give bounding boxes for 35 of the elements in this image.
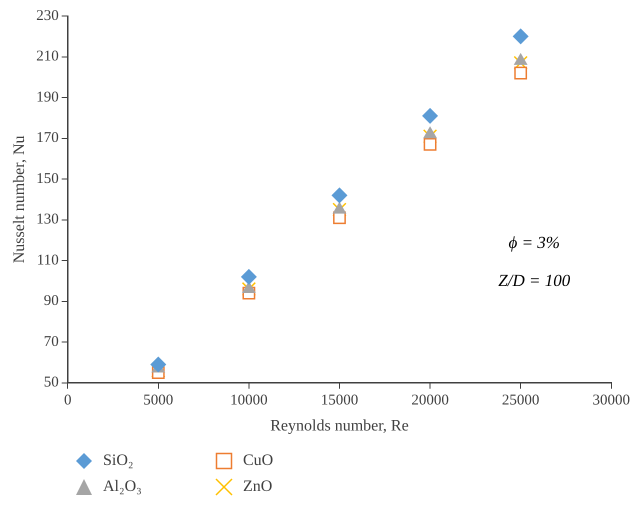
x-tick-label: 20000: [411, 392, 449, 409]
annotation: Z/D = 100: [498, 271, 571, 290]
point: [514, 66, 528, 80]
x-tick-label: 25000: [502, 392, 540, 409]
x-tick-label: 0: [64, 392, 72, 409]
y-tick-label: 70: [44, 334, 59, 350]
point: [422, 129, 438, 144]
point: [512, 28, 529, 44]
point: [422, 108, 438, 124]
point: [514, 56, 528, 70]
y-tick-label: 90: [44, 293, 59, 310]
x-tick-label: 15000: [320, 392, 358, 409]
point: [424, 138, 436, 151]
y-tick-label: 170: [36, 130, 59, 146]
y-axis-title: Nusselt number, Nu: [10, 136, 28, 264]
y-tick-label: 50: [44, 374, 59, 391]
x-tick-label: 5000: [143, 392, 174, 409]
y-tick-label: 230: [36, 8, 59, 24]
point: [242, 282, 256, 296]
legend-label: Al₂O₃: [103, 478, 142, 496]
legend-label: ZnO: [243, 478, 272, 496]
y-tick-label: 190: [36, 89, 59, 106]
point: [240, 268, 257, 285]
y-tick-label: 130: [36, 212, 59, 228]
y-tick-label: 210: [36, 48, 59, 65]
legend-label: SiO₂: [103, 452, 134, 470]
point: [150, 356, 166, 372]
x-tick-label: 10000: [230, 392, 268, 409]
y-tick-label: 110: [36, 252, 59, 268]
point: [331, 187, 348, 204]
legend-label: CuO: [243, 452, 274, 470]
x-tick-label: 30000: [592, 392, 630, 409]
y-tick-label: 150: [36, 170, 59, 187]
x-axis-title: Reynolds number, Re: [270, 418, 409, 435]
annotation: ϕ = 3%: [508, 233, 560, 252]
